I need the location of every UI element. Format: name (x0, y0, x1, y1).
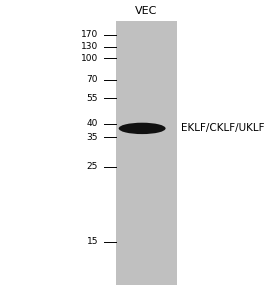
Text: 15: 15 (86, 237, 98, 246)
Text: 130: 130 (81, 42, 98, 51)
Text: 40: 40 (87, 119, 98, 128)
Bar (116, 21, 177, 285)
Text: VEC: VEC (135, 7, 158, 16)
Text: 70: 70 (86, 75, 98, 84)
Text: EKLF/CKLF/UKLF: EKLF/CKLF/UKLF (181, 123, 264, 134)
Text: 100: 100 (81, 54, 98, 63)
Text: 35: 35 (86, 133, 98, 142)
Text: 55: 55 (86, 94, 98, 103)
Ellipse shape (119, 123, 166, 134)
Text: 170: 170 (81, 30, 98, 39)
Text: 25: 25 (87, 162, 98, 171)
